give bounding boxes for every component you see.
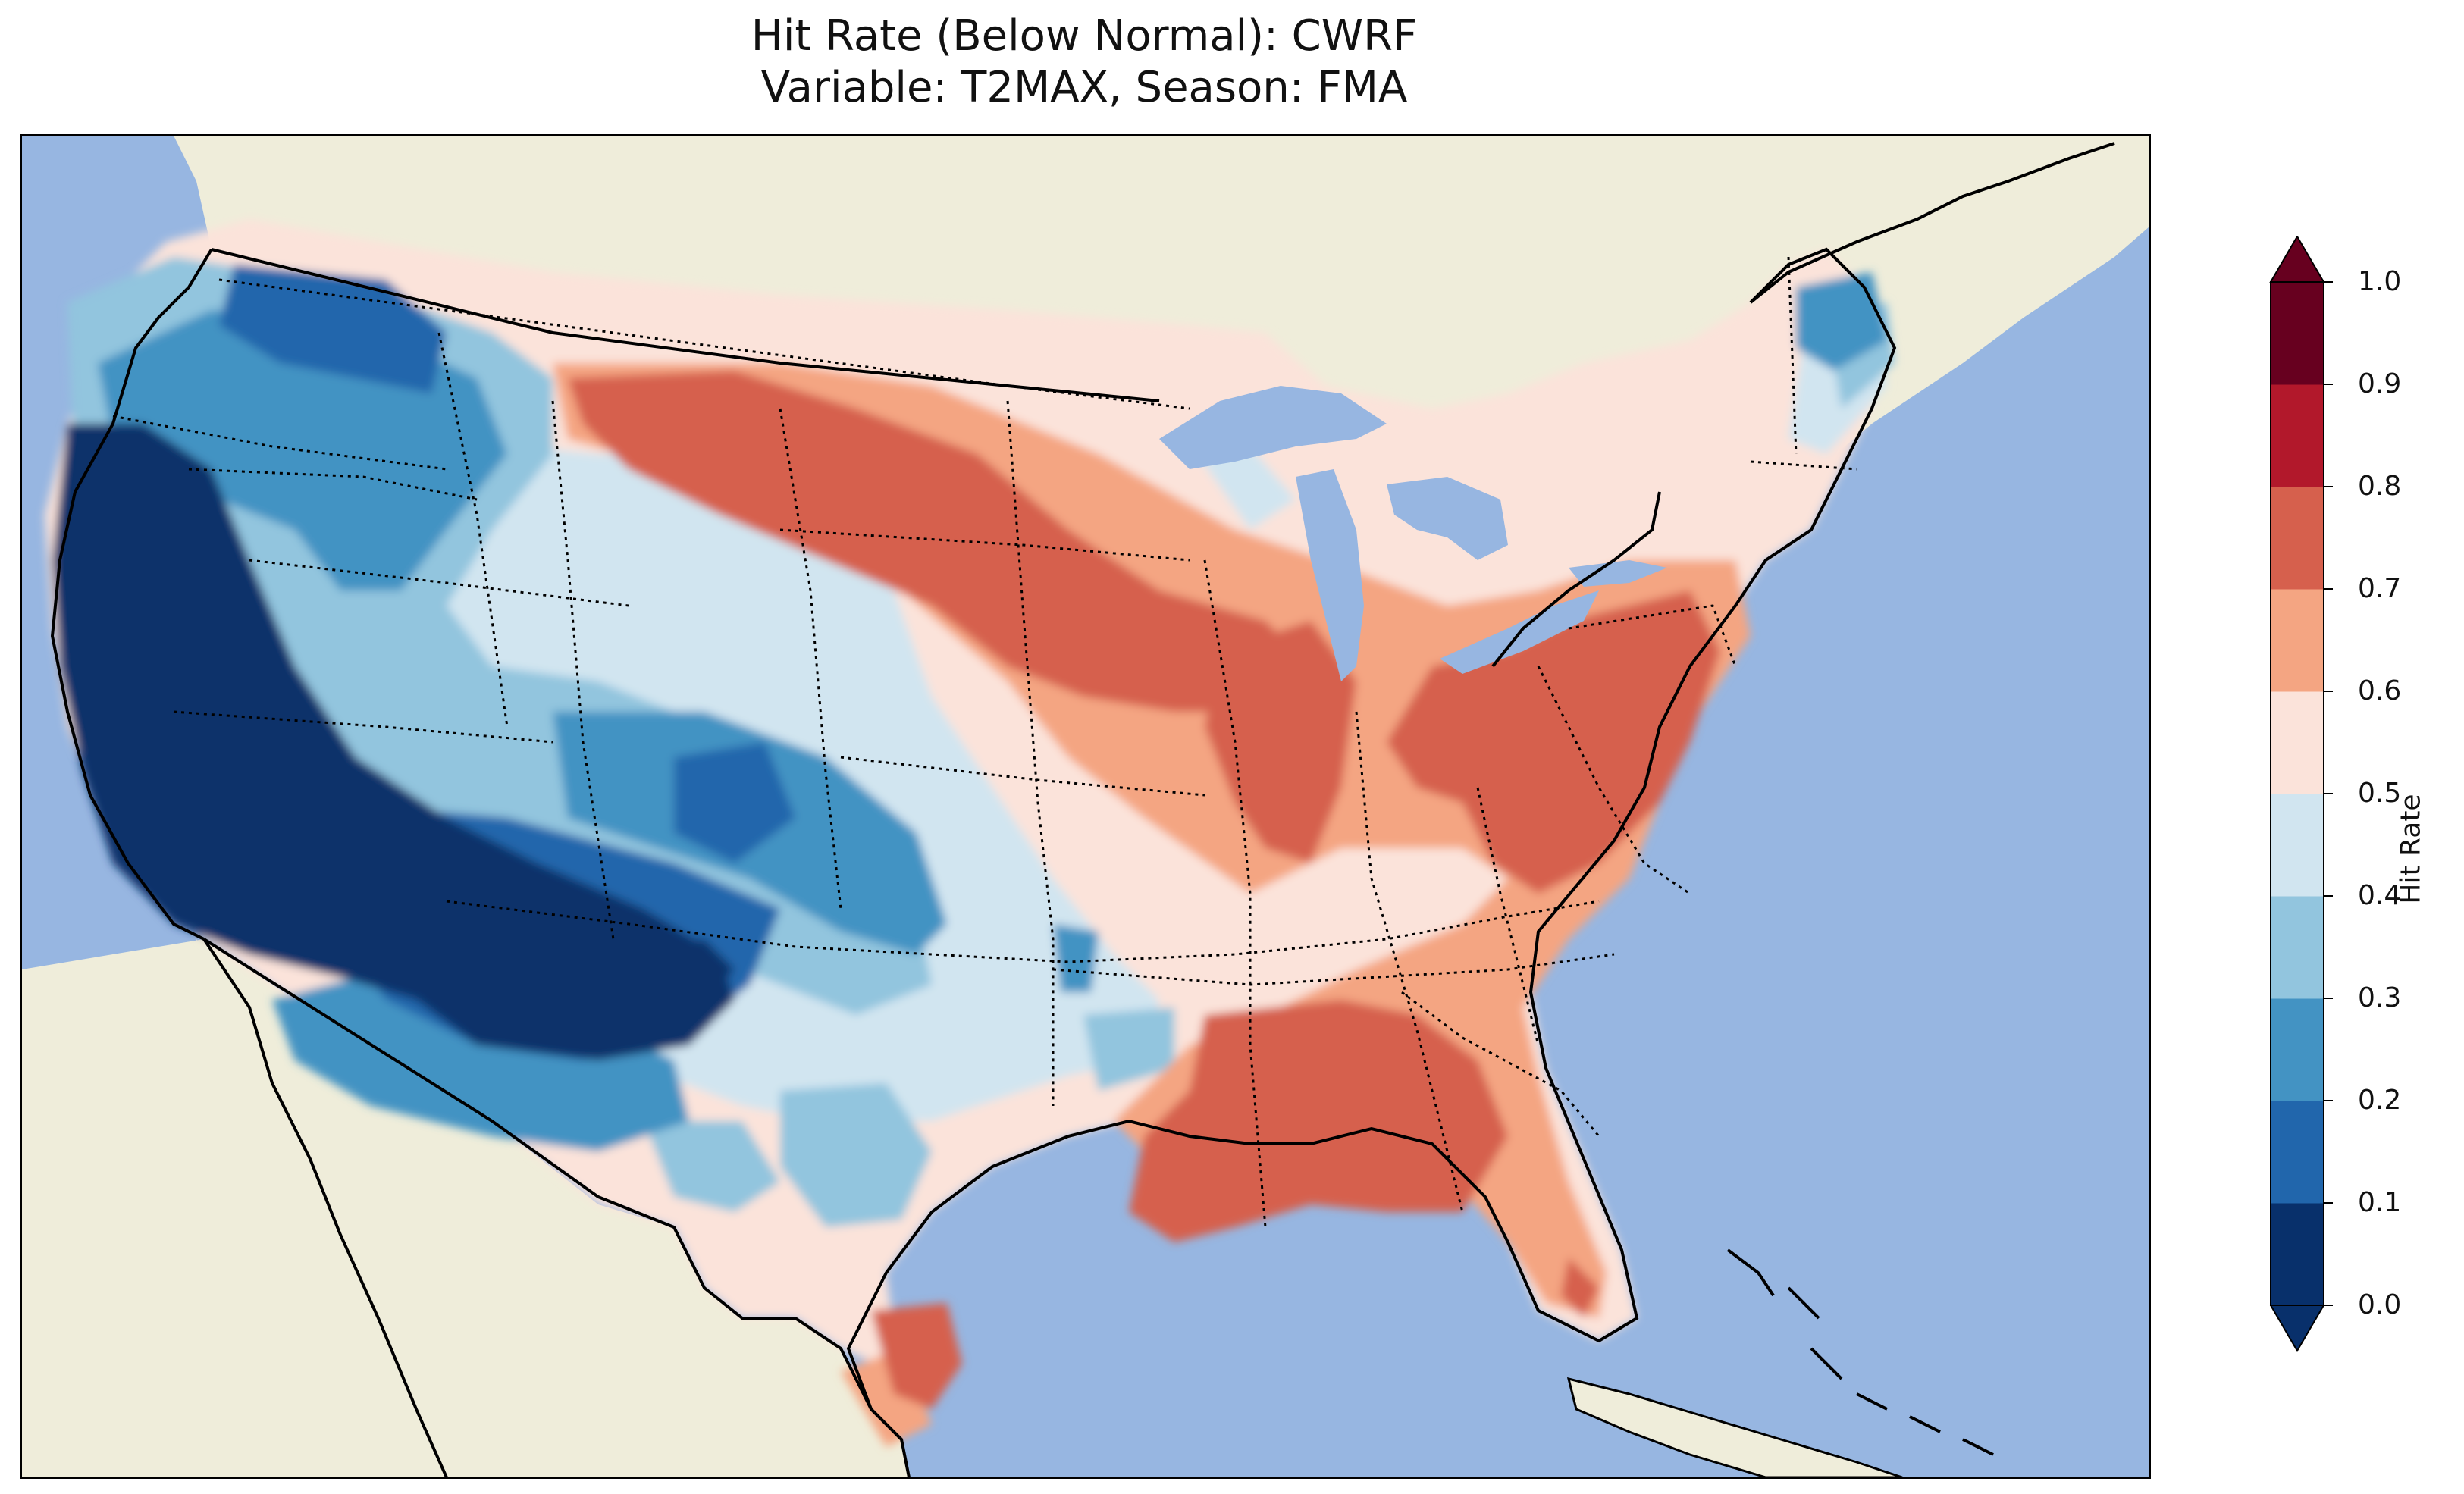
title-line-1: Hit Rate (Below Normal): CWRF [751, 11, 1418, 61]
colorbar-tick-label: 0.5 [2358, 778, 2402, 809]
colorbar-tick-mark [2324, 1202, 2333, 1204]
colorbar-band [2271, 691, 2324, 794]
colorbar-tick-mark [2324, 486, 2333, 487]
colorbar-tick-label: 0.4 [2358, 880, 2402, 911]
colorbar-tick-mark [2324, 384, 2333, 385]
great-lakes [1159, 386, 1667, 681]
colorbar [2269, 236, 2325, 1352]
colorbar-band [2271, 589, 2324, 692]
colorbar-tick-mark [2324, 281, 2333, 283]
colorbar-tick-label: 1.0 [2358, 266, 2402, 297]
colorbar-tick-mark [2324, 895, 2333, 897]
colorbar-band [2271, 1203, 2324, 1306]
state-borders [112, 256, 1857, 1228]
colorbar-bands [2271, 282, 2324, 1306]
map-svg [22, 136, 2149, 1477]
colorbar-tick-mark [2324, 793, 2333, 794]
colorbar-extend-max [2269, 236, 2325, 283]
colorbar-band [2271, 282, 2324, 385]
title-line-2: Variable: T2MAX, Season: FMA [760, 63, 1408, 112]
cuba-land [1566, 1377, 1903, 1477]
baja-land [196, 939, 447, 1477]
national-borders [202, 248, 1160, 1441]
colorbar-band [2271, 998, 2324, 1101]
colorbar-label: Hit Rate [2395, 794, 2427, 904]
colorbar-tick-mark [2324, 1305, 2333, 1306]
colorbar-tick-label: 0.8 [2358, 471, 2402, 502]
bahamas [1726, 1248, 1994, 1456]
colorbar-tick-mark [2324, 998, 2333, 999]
figure-title: Hit Rate (Below Normal): CWRF Variable: … [0, 11, 2168, 114]
colorbar-tick-label: 0.3 [2358, 982, 2402, 1013]
colorbar-tick-mark [2324, 1100, 2333, 1101]
map-panel [20, 134, 2151, 1479]
colorbar-tick-label: 0.1 [2358, 1187, 2402, 1218]
colorbar-extend-min [2269, 1305, 2325, 1352]
coastlines [50, 142, 2115, 1477]
colorbar-band [2271, 487, 2324, 590]
colorbar-tick-label: 0.6 [2358, 675, 2402, 706]
colorbar-tick-mark [2324, 588, 2333, 590]
colorbar-tick-mark [2324, 691, 2333, 692]
colorbar-band [2271, 384, 2324, 487]
colorbar-tick-label: 0.9 [2358, 368, 2402, 399]
colorbar-band [2271, 794, 2324, 897]
colorbar-tick-label: 0.2 [2358, 1085, 2402, 1116]
colorbar-band [2271, 896, 2324, 999]
colorbar-band [2271, 1101, 2324, 1204]
colorbar-tick-label: 0.0 [2358, 1289, 2402, 1320]
colorbar-tick-label: 0.7 [2358, 573, 2402, 604]
